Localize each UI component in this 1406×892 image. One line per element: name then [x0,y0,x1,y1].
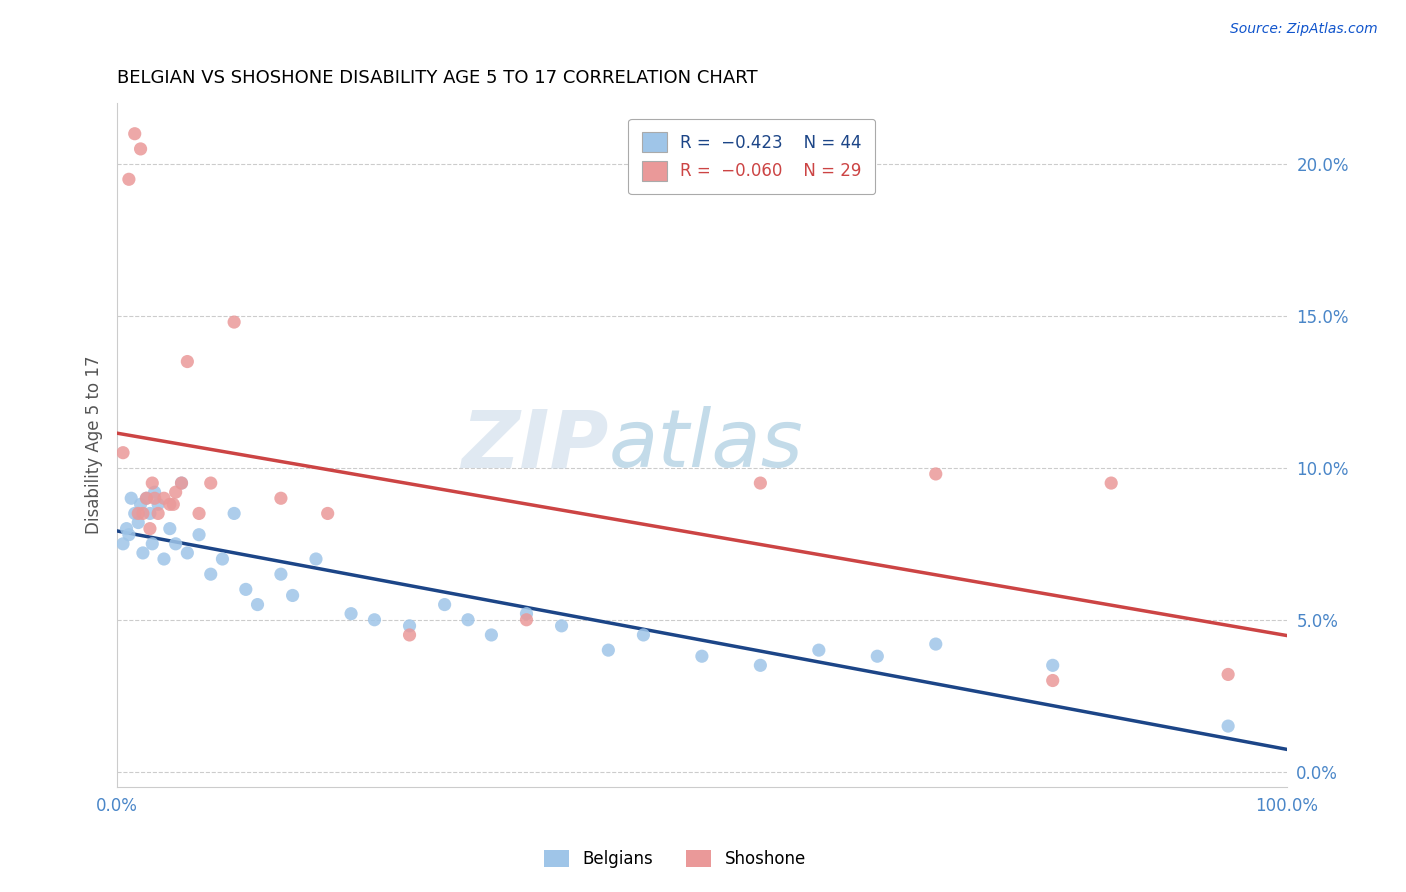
Point [598,643,620,657]
Point [165,537,187,551]
Point [135,491,157,506]
Point [176,354,198,368]
Point [481,628,503,642]
Point [550,619,572,633]
Point [143,491,166,506]
Point [749,658,772,673]
Point [211,552,233,566]
Point [127,516,149,530]
Point [159,522,181,536]
Point [433,598,456,612]
Point [165,485,187,500]
Point [1216,719,1239,733]
Point [153,552,176,566]
Point [124,507,146,521]
Point [200,476,222,491]
Point [118,172,141,186]
Point [146,507,169,521]
Point [340,607,363,621]
Point [270,491,292,506]
Point [132,546,155,560]
Point [398,628,420,642]
Point [127,507,149,521]
Point [146,497,169,511]
Point [115,522,138,536]
Legend: R =  −0.423    N = 44, R =  −0.060    N = 29: R = −0.423 N = 44, R = −0.060 N = 29 [628,119,875,194]
Point [188,507,211,521]
Point [135,491,157,506]
Point [363,613,385,627]
Point [246,598,269,612]
Point [176,546,198,560]
Point [170,476,193,491]
Point [398,619,420,633]
Legend: Belgians, Shoshone: Belgians, Shoshone [537,843,813,875]
Y-axis label: Disability Age 5 to 17: Disability Age 5 to 17 [86,356,103,534]
Point [112,537,135,551]
Point [1099,476,1122,491]
Text: Source: ZipAtlas.com: Source: ZipAtlas.com [1230,22,1378,37]
Point [129,142,152,156]
Point [224,315,246,329]
Point [515,613,537,627]
Point [224,507,246,521]
Text: ZIP: ZIP [461,406,609,484]
Point [112,445,135,459]
Point [200,567,222,582]
Point [925,467,948,481]
Text: BELGIAN VS SHOSHONE DISABILITY AGE 5 TO 17 CORRELATION CHART: BELGIAN VS SHOSHONE DISABILITY AGE 5 TO … [117,69,758,87]
Point [305,552,328,566]
Point [139,522,162,536]
Point [633,628,655,642]
Point [1042,673,1064,688]
Point [124,127,146,141]
Point [515,607,537,621]
Point [141,476,163,491]
Point [866,649,889,664]
Point [270,567,292,582]
Point [1216,667,1239,681]
Point [188,527,211,541]
Point [162,497,184,511]
Point [925,637,948,651]
Point [118,527,141,541]
Point [120,491,142,506]
Point [129,497,152,511]
Point [132,507,155,521]
Point [141,537,163,551]
Point [139,507,162,521]
Point [159,497,181,511]
Point [235,582,257,597]
Text: atlas: atlas [609,406,803,484]
Point [690,649,713,664]
Point [170,476,193,491]
Point [153,491,176,506]
Point [281,589,304,603]
Point [143,485,166,500]
Point [457,613,479,627]
Point [749,476,772,491]
Point [1042,658,1064,673]
Point [807,643,830,657]
Point [316,507,339,521]
